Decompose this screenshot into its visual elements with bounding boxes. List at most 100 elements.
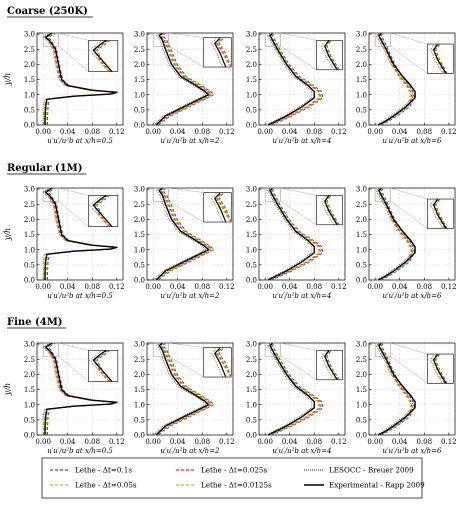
experimental-line (267, 187, 315, 281)
plot-frame (258, 32, 346, 126)
y-tick-label: 2.0 (24, 371, 35, 379)
inset-experimental-line (324, 195, 338, 226)
y-tick-label: 0.5 (24, 106, 35, 114)
y-tick-label: 3.0 (356, 186, 367, 194)
y-tick-label: 1.5 (246, 231, 257, 239)
row-title: Coarse (250K) (7, 6, 88, 17)
y-tick-label: 2.0 (134, 61, 145, 69)
zoom-connector (390, 32, 428, 45)
y-tick-label: 1.0 (134, 246, 145, 254)
inset-lethe-line (93, 40, 110, 72)
zoom-connector (58, 187, 89, 196)
inset-lethe-line (435, 198, 448, 229)
lesocc-line (265, 187, 313, 281)
y-tick-label: 2.5 (134, 46, 145, 54)
zoom-connector (390, 46, 428, 74)
inset-frame (203, 192, 232, 223)
x-tick-label: 0.00 (257, 283, 273, 291)
lethe-line (155, 342, 213, 436)
lethe-line (266, 32, 320, 126)
y-tick-label: 2.5 (246, 201, 257, 209)
zoom-connector (58, 46, 89, 72)
legend-frame (41, 457, 423, 499)
subplot: 0.0 0.5 1.0 1.5 2.0 2.5 3.0 0.00 0.04 0.08 0.12u′u… (134, 341, 235, 455)
y-tick-label: 0.5 (134, 261, 145, 269)
legend: Lethe - Δt=0.1s Lethe - Δt=0.05s Lethe - Δ… (41, 457, 425, 499)
lethe-line (46, 342, 119, 435)
experimental-line (44, 32, 118, 125)
lesocc-line (265, 32, 313, 126)
plot-frame (36, 32, 124, 126)
inset-lesocc-line (89, 40, 109, 72)
zoom-connector (280, 201, 317, 225)
inset-experimental-line (214, 192, 227, 223)
inset-frame (203, 347, 232, 378)
x-axis-label: u′u′/u²b at x/h=0.5 (47, 137, 113, 145)
y-tick-label: 0.5 (246, 106, 257, 114)
y-axis-label: y/h (3, 383, 12, 396)
x-tick-label: 0.04 (392, 438, 408, 446)
y-tick-label: 2.5 (24, 201, 35, 209)
inset-lethe-line (218, 192, 232, 223)
x-axis-label: u′u′/u²b at x/h=0.5 (47, 292, 113, 300)
y-tick-label: 3.0 (356, 341, 367, 349)
inset-experimental-line (324, 350, 338, 381)
row-title: Fine (4M) (7, 317, 63, 328)
x-tick-label: 0.00 (35, 128, 51, 136)
y-tick-label: 1.5 (356, 231, 367, 239)
inset-lethe-line (435, 353, 448, 384)
y-tick-label: 2.5 (356, 46, 367, 54)
y-tick-label: 3.0 (134, 186, 145, 194)
y-tick-label: 3.0 (24, 186, 35, 194)
y-tick-label: 0.0 (24, 122, 35, 130)
lethe-line (157, 342, 214, 436)
inset-lesocc-line (430, 353, 444, 384)
inset-lethe-line (323, 40, 337, 71)
y-tick-label: 2.0 (246, 371, 257, 379)
zoom-region (374, 342, 391, 357)
inset-frame (88, 350, 119, 382)
y-tick-label: 2.5 (246, 46, 257, 54)
lethe-line (158, 32, 215, 126)
x-tick-label: 0.04 (282, 438, 298, 446)
y-axis-label: y/h (3, 228, 12, 241)
lethe-line (266, 342, 320, 436)
y-tick-label: 1.0 (246, 246, 257, 254)
inset-lethe-line (93, 195, 110, 227)
x-axis-label: u′u′/u²b at x/h=6 (383, 292, 442, 300)
inset-experimental-line (92, 349, 113, 383)
subplot: 0.0 0.5 1.0 1.5 2.0 2.5 3.0 0.00 0.04 0.08 0.12u′u… (246, 31, 347, 145)
x-tick-label: 0.08 (416, 283, 432, 291)
inset-lesocc-line (430, 43, 444, 74)
x-tick-label: 0.08 (306, 438, 322, 446)
zoom-region (374, 187, 391, 202)
lethe-line (157, 32, 214, 126)
y-tick-label: 0.5 (134, 106, 145, 114)
x-tick-label: 0.12 (441, 438, 457, 446)
row-title: Regular (1M) (7, 163, 82, 174)
y-tick-label: 1.0 (134, 401, 145, 409)
y-axis-label: y/h (3, 73, 12, 86)
inset-lethe-line (325, 40, 339, 71)
legend-label: Lethe - Δt=0.05s (75, 481, 137, 490)
x-tick-label: 0.00 (367, 438, 383, 446)
y-tick-label: 0.5 (134, 416, 145, 424)
y-tick-label: 1.5 (24, 76, 35, 84)
lethe-line (380, 187, 415, 281)
x-tick-label: 0.08 (84, 438, 100, 446)
zoom-region (42, 187, 59, 202)
x-axis-label: u′u′/u²b at x/h=4 (273, 447, 332, 455)
y-tick-label: 0.0 (356, 122, 367, 130)
y-tick-label: 0.0 (24, 277, 35, 285)
y-tick-label: 0.0 (24, 432, 35, 440)
inset-experimental-line (324, 40, 338, 71)
lethe-line (157, 187, 214, 281)
inset-lesocc-line (211, 37, 223, 68)
inset-frame (427, 198, 454, 229)
x-tick-label: 0.08 (194, 128, 210, 136)
lethe-line (379, 32, 414, 126)
inset-experimental-line (432, 43, 447, 74)
inset-experimental-line (214, 347, 227, 378)
x-tick-label: 0.04 (60, 128, 76, 136)
